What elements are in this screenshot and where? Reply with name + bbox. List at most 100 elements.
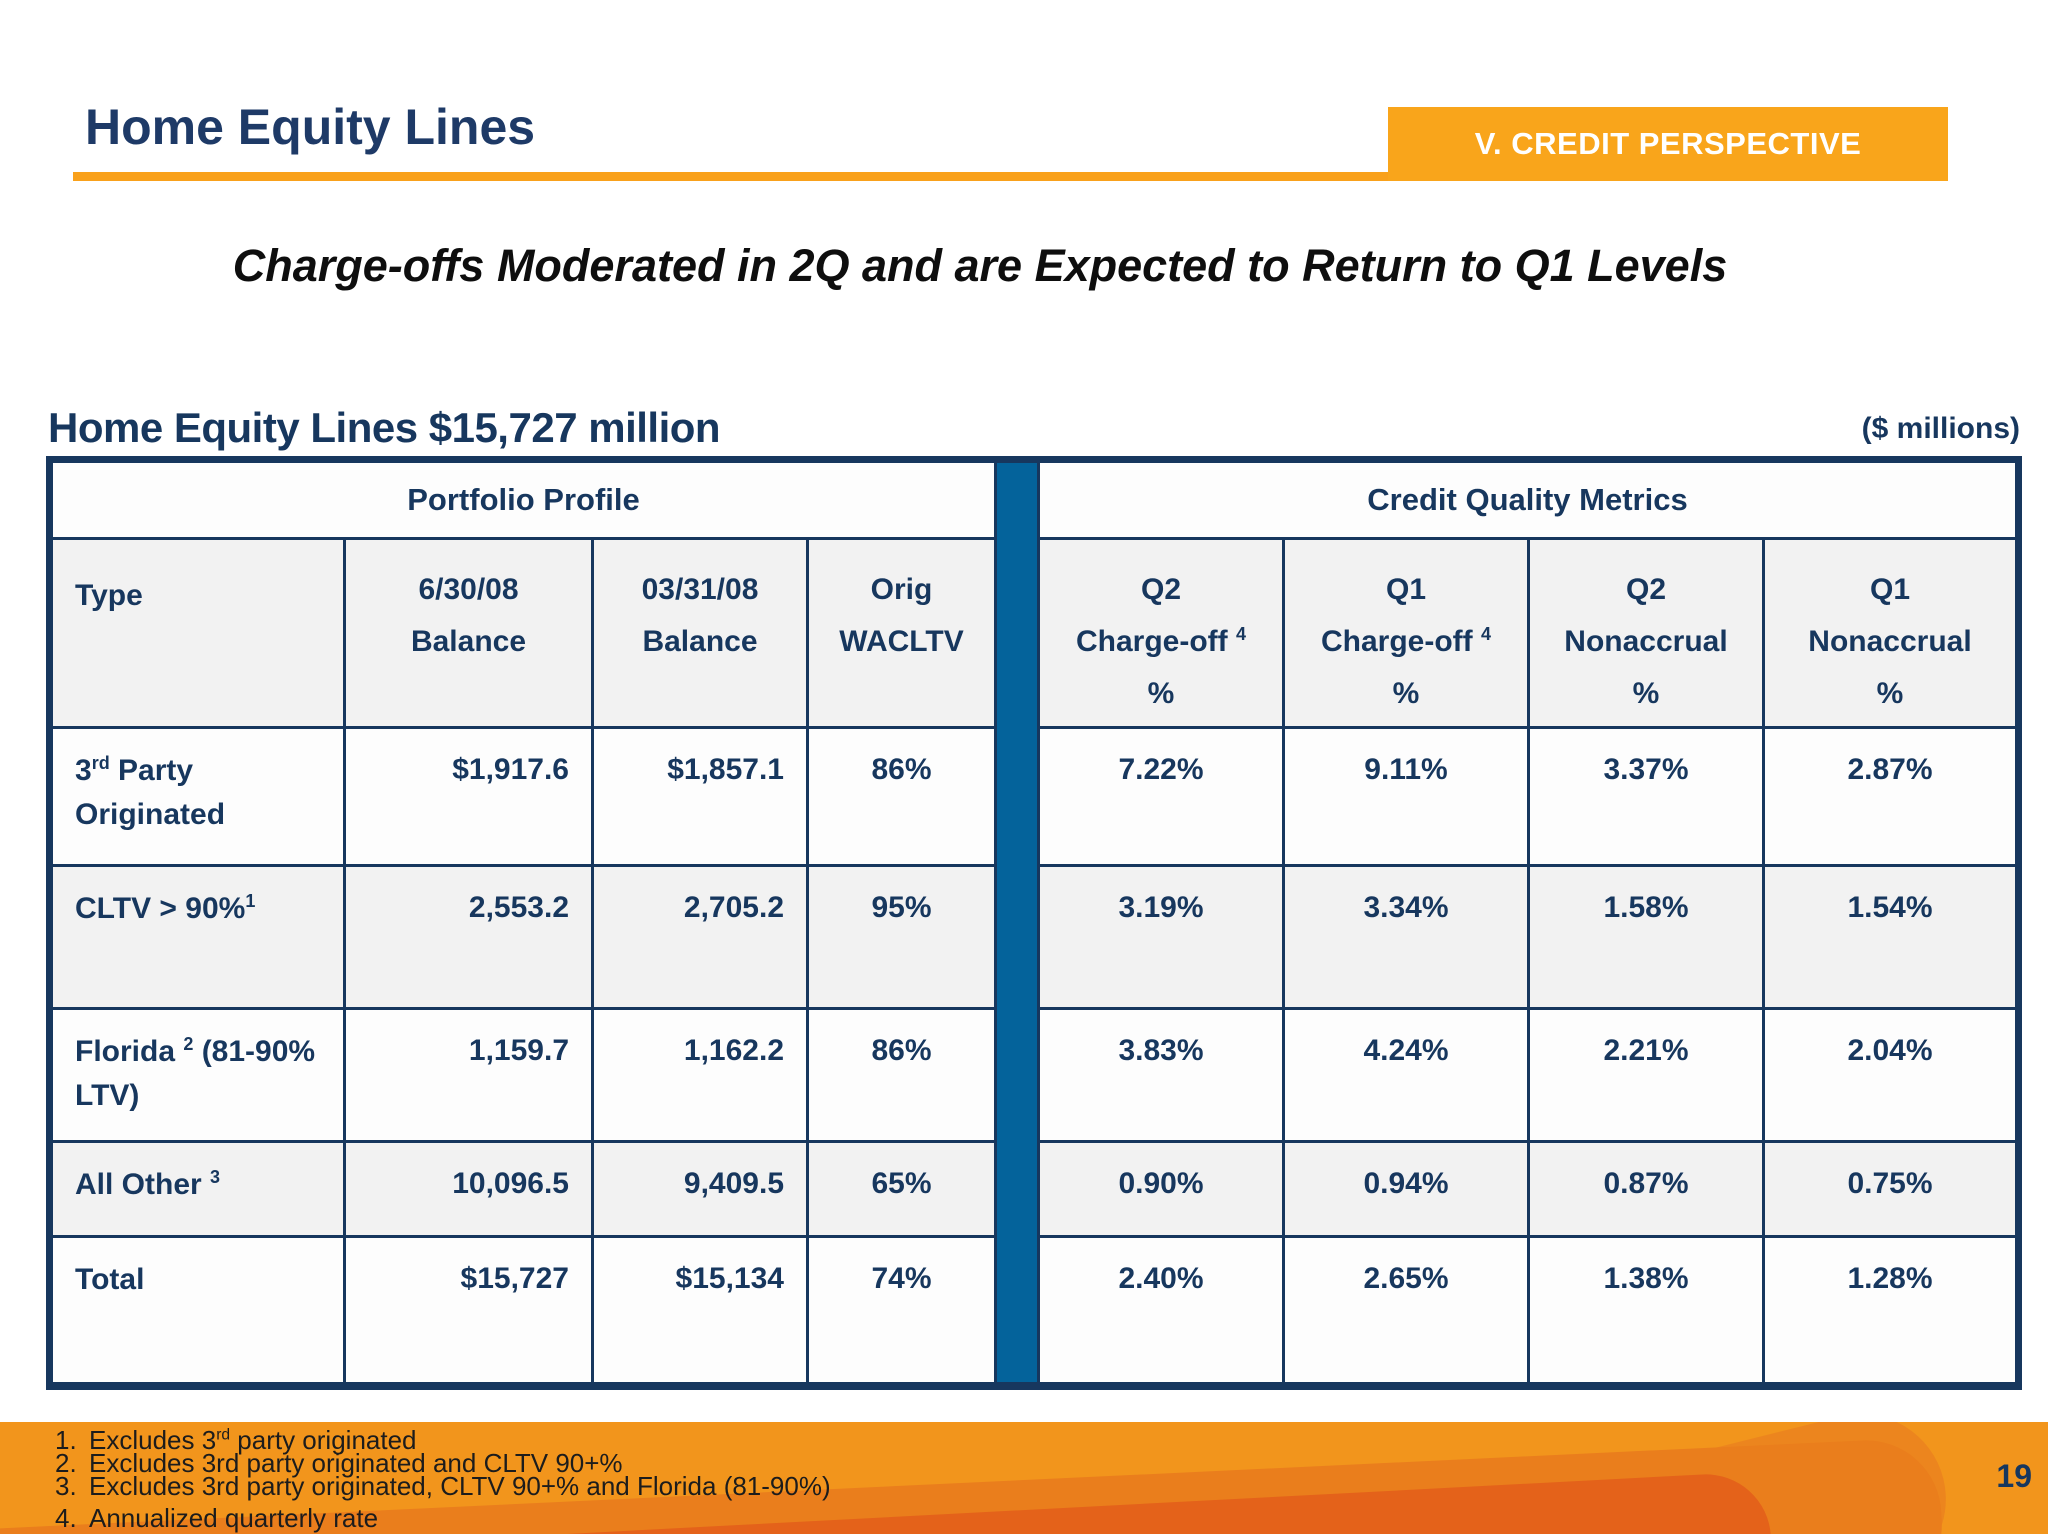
footnote-number: 1. (55, 1425, 77, 1455)
row-label-text: 3 (75, 754, 92, 787)
cell-value: 3.37% (1530, 729, 1762, 864)
cell-value: 2.04% (1765, 1010, 2015, 1140)
cell-value: 0.75% (1765, 1143, 2015, 1235)
row-label-text: Party Originated (75, 754, 226, 831)
column-header-line: % (1876, 677, 1904, 710)
footnote-text-part: party originated (230, 1425, 417, 1455)
title-underline-rule (73, 172, 1948, 181)
footnote-number: 4. (55, 1503, 77, 1533)
column-header-line: Nonaccrual (1564, 625, 1728, 658)
column-header-balance-63008: 6/30/08 Balance (346, 540, 591, 726)
column-header-line: 03/31/08 (641, 573, 759, 606)
column-header-line: Orig (870, 573, 933, 606)
column-header-orig-wacltv: Orig WACLTV (809, 540, 994, 726)
column-header-q1-chargeoff: Q1 Charge-off 4 % (1285, 540, 1527, 726)
row-label-total: Total (53, 1238, 343, 1382)
cell-value: 1.54% (1765, 867, 2015, 1007)
column-header-line: 6/30/08 (418, 573, 519, 606)
cell-value: 0.94% (1285, 1143, 1527, 1235)
footnote-text-part: Excludes 3rd party originated and CLTV 9… (89, 1448, 623, 1478)
row-label-text: All Other (75, 1168, 211, 1201)
column-header-line: Q2 (1140, 573, 1182, 606)
cell-value: 9.11% (1285, 729, 1527, 864)
footnote-sup: rd (216, 1426, 231, 1444)
cell-value: 1.58% (1530, 867, 1762, 1007)
cell-value: 2.87% (1765, 729, 2015, 864)
page-title: Home Equity Lines (85, 99, 536, 155)
cell-value: 9,409.5 (594, 1143, 806, 1235)
footnote-text: Excludes 3rd party originated and CLTV 9… (89, 1450, 623, 1476)
cell-value: 2,553.2 (346, 867, 591, 1007)
footnote-4: 4. Annualized quarterly rate (55, 1503, 831, 1533)
row-label-text: CLTV > 90% (75, 892, 246, 925)
row-label-sup: 2 (183, 1034, 194, 1054)
footnote-3: 3. Excludes 3rd party originated, CLTV 9… (55, 1471, 831, 1501)
column-header-line: Q2 (1625, 573, 1667, 606)
group-header-portfolio-profile: Portfolio Profile (53, 463, 994, 537)
column-header-sup: 4 (1235, 624, 1246, 644)
cell-value: 3.83% (1040, 1010, 1282, 1140)
column-header-line: Q1 (1385, 573, 1427, 606)
column-header-balance-33108: 03/31/08 Balance (594, 540, 806, 726)
cell-value: 2.40% (1040, 1238, 1282, 1382)
cell-value: 2.65% (1285, 1238, 1527, 1382)
column-header-line: Charge-off 4 (1040, 616, 1282, 668)
footnote-2: 2. Excludes 3rd party originated and CLT… (55, 1448, 831, 1478)
cell-value: 10,096.5 (346, 1143, 591, 1235)
column-header-line: Nonaccrual (1808, 625, 1972, 658)
footnote-number: 3. (55, 1471, 77, 1501)
cell-value: $1,857.1 (594, 729, 806, 864)
cell-value: 2.21% (1530, 1010, 1762, 1140)
cell-value: 0.90% (1040, 1143, 1282, 1235)
cell-value: 0.87% (1530, 1143, 1762, 1235)
cell-value: 74% (809, 1238, 994, 1382)
row-label-cltv-90: CLTV > 90%1 (53, 867, 343, 1007)
row-label-sup: 3 (210, 1167, 221, 1187)
column-header-type: Type (53, 540, 343, 726)
column-header-line: WACLTV (839, 625, 964, 658)
cell-value: 1.28% (1765, 1238, 2015, 1382)
table-caption: Home Equity Lines $15,727 million (48, 404, 721, 451)
row-label-text: (81-90% LTV) (75, 1035, 316, 1112)
cell-value: $15,727 (346, 1238, 591, 1382)
cell-value: 1,162.2 (594, 1010, 806, 1140)
footnote-text: Annualized quarterly rate (89, 1505, 378, 1531)
footnote-number: 2. (55, 1448, 77, 1478)
cell-value: $1,917.6 (346, 729, 591, 864)
footnote-text-part: Excludes 3rd party originated, CLTV 90+%… (89, 1471, 831, 1501)
footnote-text: Excludes 3rd party originated, CLTV 90+%… (89, 1473, 831, 1499)
row-label-all-other: All Other 3 (53, 1143, 343, 1235)
column-header-sup: 4 (1480, 624, 1491, 644)
data-table: Portfolio Profile Credit Quality Metrics… (46, 456, 2022, 1390)
group-header-credit-quality: Credit Quality Metrics (1040, 463, 2015, 537)
cell-value: $15,134 (594, 1238, 806, 1382)
cell-value: 86% (809, 1010, 994, 1140)
row-label-text: Total (75, 1263, 145, 1296)
column-header-line: Balance (642, 625, 758, 658)
footnotes: 1. Excludes 3rd party originated 2. Excl… (55, 1425, 831, 1533)
cell-value: 2,705.2 (594, 867, 806, 1007)
column-header-line: Q1 (1869, 573, 1911, 606)
footnote-text: Excludes 3rd party originated (89, 1426, 417, 1453)
cell-value: 1.38% (1530, 1238, 1762, 1382)
page-number: 19 (1996, 1458, 2032, 1494)
cell-value: 3.34% (1285, 867, 1527, 1007)
column-header-q2-nonaccrual: Q2 Nonaccrual % (1530, 540, 1762, 726)
column-header-line: Balance (410, 625, 527, 658)
column-header-type-label: Type (75, 579, 143, 612)
units-note: ($ millions) (1861, 412, 2020, 445)
column-header-line: % (1147, 677, 1175, 710)
slide-subtitle: Charge-offs Moderated in 2Q and are Expe… (232, 240, 1728, 291)
section-badge: V. CREDIT PERSPECTIVE (1388, 107, 1948, 181)
row-label-3rd-party: 3rd Party Originated (53, 729, 343, 864)
cell-value: 1,159.7 (346, 1010, 591, 1140)
cell-value: 95% (809, 867, 994, 1007)
section-divider-bar (997, 463, 1037, 1382)
row-label-sup: 1 (245, 891, 256, 911)
cell-value: 7.22% (1040, 729, 1282, 864)
cell-value: 86% (809, 729, 994, 864)
footer-band: 1. Excludes 3rd party originated 2. Excl… (0, 1422, 2048, 1534)
column-header-q2-chargeoff: Q2 Charge-off 4 % (1040, 540, 1282, 726)
cell-value: 3.19% (1040, 867, 1282, 1007)
